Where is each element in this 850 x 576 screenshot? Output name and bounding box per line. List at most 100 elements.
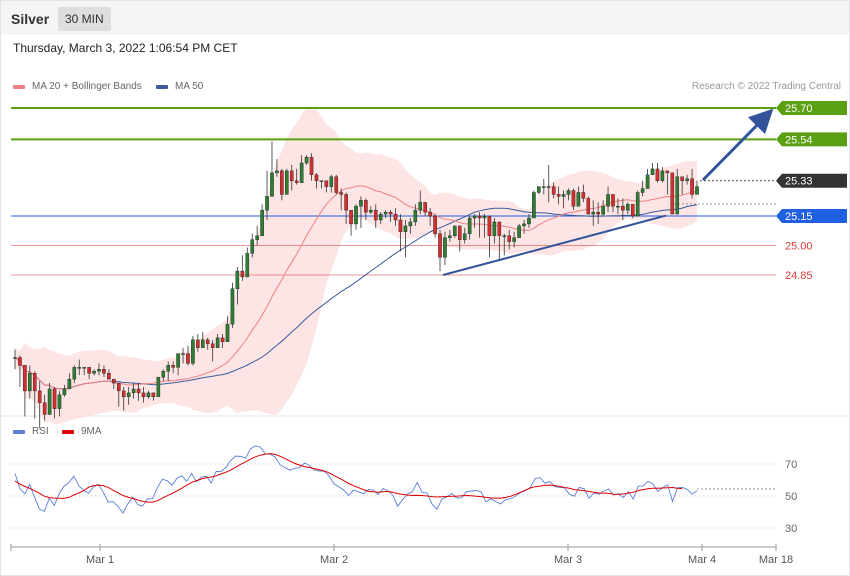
candle: [551, 182, 556, 199]
candle-body: [655, 168, 660, 181]
candle-body: [156, 376, 161, 398]
candle: [299, 155, 304, 183]
candle-body: [502, 235, 507, 237]
candle-body: [453, 225, 457, 236]
candle-body: [67, 378, 72, 390]
ma9-swatch: [62, 429, 74, 434]
candle-body: [621, 206, 625, 211]
candle-body: [413, 209, 418, 223]
candle-body: [210, 343, 215, 348]
candle: [156, 376, 161, 398]
candle: [546, 164, 551, 203]
candle: [151, 392, 156, 401]
candle-body: [571, 190, 576, 207]
candle-body: [650, 168, 655, 176]
candle-body: [265, 196, 269, 211]
candle: [334, 174, 339, 195]
candle-body: [433, 215, 437, 234]
candle: [670, 172, 675, 215]
candle: [423, 202, 427, 217]
candle-body: [141, 392, 146, 398]
level-label-4: 25.00: [785, 241, 813, 253]
candle: [675, 168, 680, 215]
candle-body: [660, 170, 665, 181]
candle-body: [517, 225, 521, 238]
candle-body: [359, 200, 363, 207]
candle-body: [235, 270, 240, 289]
candle: [42, 394, 47, 421]
candle: [541, 178, 546, 195]
candle-body: [665, 170, 670, 174]
x-tick-label-1: Mar 2: [320, 554, 348, 566]
candle: [23, 365, 27, 417]
candle-body: [680, 176, 684, 181]
candle: [606, 186, 610, 213]
candle-body: [131, 388, 136, 394]
candle: [522, 219, 526, 234]
candle-body: [383, 211, 388, 215]
candle: [102, 365, 106, 378]
rsi-level-label-70: 70: [785, 459, 797, 471]
symbol-name: Silver: [11, 11, 50, 27]
candle: [146, 390, 151, 399]
candle-body: [423, 202, 427, 213]
candle-body: [97, 369, 101, 372]
candle: [87, 367, 91, 380]
candle-body: [280, 170, 284, 195]
candle: [611, 194, 615, 213]
candle: [265, 170, 269, 220]
candle: [640, 180, 645, 197]
candle: [403, 219, 408, 258]
candle: [359, 196, 363, 228]
level-label-2: 25.33: [785, 176, 813, 188]
candle: [448, 229, 452, 242]
candle: [107, 369, 111, 380]
candle-body: [527, 217, 531, 225]
candle-body: [270, 172, 274, 197]
ma20-swatch: [13, 84, 25, 89]
candle: [616, 198, 620, 215]
timeframe-button[interactable]: 30 MIN: [58, 7, 111, 31]
candle: [369, 206, 373, 215]
candle-body: [556, 194, 561, 197]
candle-body: [675, 176, 680, 215]
ma20-line: [14, 185, 698, 390]
candle: [210, 339, 215, 362]
candle: [665, 170, 670, 195]
candle: [571, 188, 576, 211]
candle: [176, 353, 180, 376]
candle: [314, 172, 319, 189]
candle-body: [255, 235, 259, 240]
candle-body: [13, 357, 17, 359]
candle: [502, 233, 507, 256]
candle-body: [403, 225, 408, 232]
candle-body: [220, 337, 225, 342]
candle: [230, 282, 235, 329]
candle-body: [196, 339, 200, 348]
candle-body: [601, 206, 605, 215]
candle: [131, 383, 136, 399]
level-label-0: 25.70: [785, 103, 813, 115]
candle-body: [107, 373, 111, 380]
candle: [626, 202, 630, 215]
candle-body: [112, 378, 116, 384]
candle: [171, 361, 175, 374]
candle-body: [294, 180, 299, 183]
candle-body: [260, 209, 264, 236]
candle-body: [250, 239, 255, 254]
candle: [200, 331, 205, 348]
chart-header: Silver 30 MIN: [1, 1, 849, 35]
candle: [591, 200, 596, 226]
candle-body: [418, 202, 423, 211]
candle: [13, 349, 17, 370]
candle: [596, 202, 600, 224]
candle-body: [393, 213, 398, 221]
candle: [413, 204, 418, 226]
candle: [112, 378, 116, 389]
x-tick-label-0: Mar 1: [86, 554, 114, 566]
candle: [393, 208, 398, 226]
candle: [690, 168, 694, 199]
candle-body: [690, 178, 694, 195]
candle: [650, 163, 655, 176]
